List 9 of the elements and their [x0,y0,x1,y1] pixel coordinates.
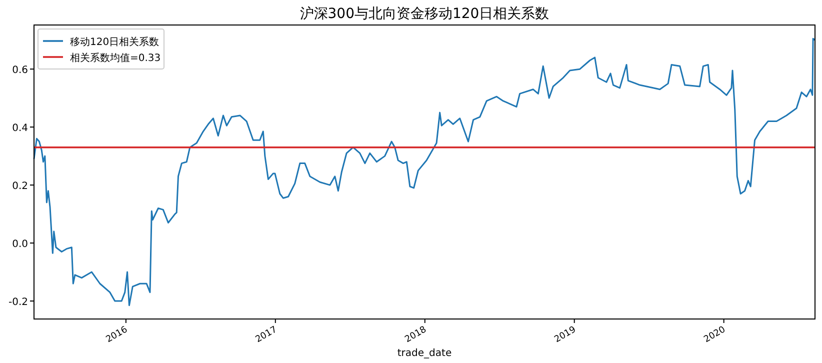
y-tick-label: 0.2 [12,181,28,192]
legend-label: 相关系数均值=0.33 [70,52,161,64]
y-tick-label: 0.6 [12,65,28,76]
y-tick-label: 0.4 [12,123,28,134]
x-axis-title: trade_date [397,348,452,359]
y-tick-label: 0.0 [12,239,28,250]
chart-title: 沪深300与北向资金移动120日相关系数 [300,6,550,22]
legend-label: 移动120日相关系数 [70,36,160,48]
y-tick-label: -0.2 [8,297,28,308]
